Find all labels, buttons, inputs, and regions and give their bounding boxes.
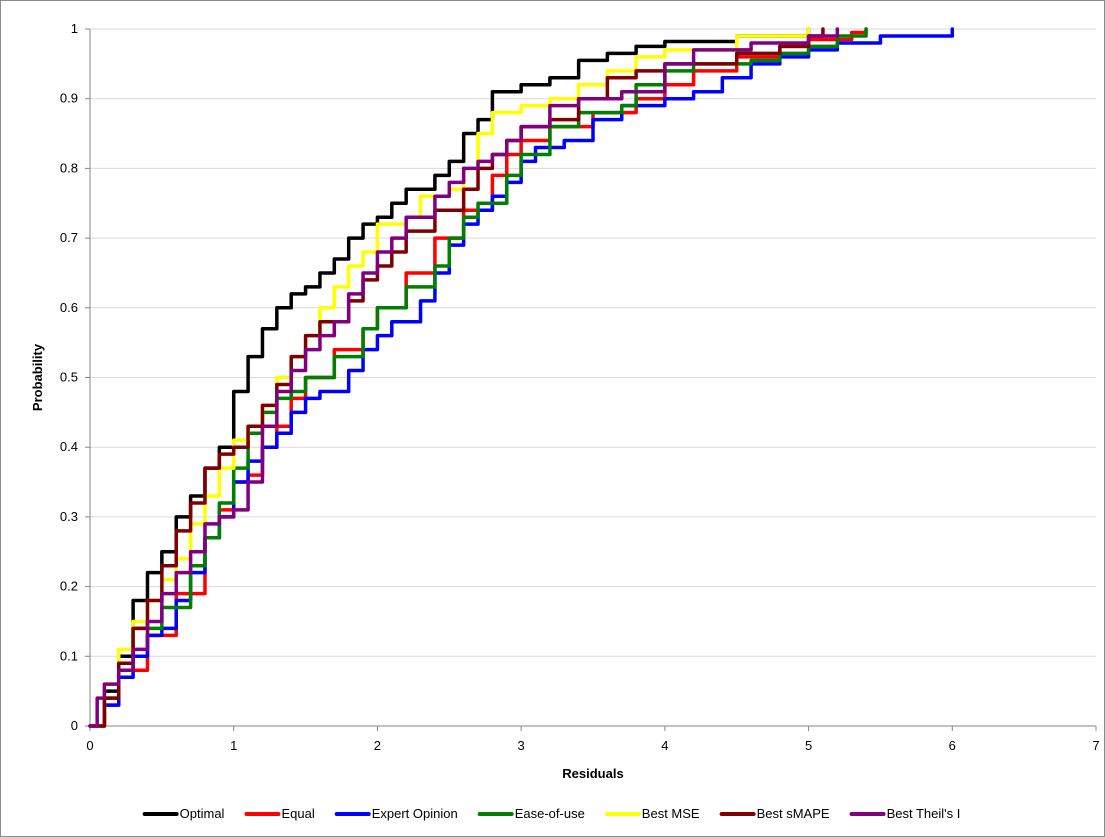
y-tick-label: 0.2 [60,579,78,594]
y-tick-label: 0 [71,718,78,733]
y-axis-ticks: 0 0.1 0.2 0.3 0.4 0.5 0.6 0.7 0.8 0.9 1 [60,21,90,733]
y-tick-label: 0.9 [60,91,78,106]
x-axis-ticks: 0 1 2 3 4 5 6 7 [86,726,1100,753]
series-line-3 [88,27,868,728]
x-tick-label: 2 [374,738,381,753]
y-axis-title: Probability [30,343,45,411]
legend-label-3: Ease-of-use [515,806,585,821]
y-tick-label: 0.1 [60,648,78,663]
x-tick-label: 5 [805,738,812,753]
series-lines [88,27,955,728]
y-tick-label: 0.3 [60,509,78,524]
legend-label-4: Best MSE [642,806,700,821]
y-tick-label: 0.6 [60,300,78,315]
x-tick-label: 0 [86,738,93,753]
x-tick-label: 4 [661,738,668,753]
y-tick-label: 0.5 [60,370,78,385]
y-tick-label: 0.4 [60,439,78,454]
series-line-0 [88,27,811,728]
x-tick-label: 6 [949,738,956,753]
x-axis-title: Residuals [562,766,623,781]
y-tick-label: 0.7 [60,230,78,245]
x-tick-label: 3 [518,738,525,753]
y-tick-label: 1 [71,21,78,36]
legend-label-6: Best Theil's I [887,806,961,821]
x-tick-label: 7 [1092,738,1099,753]
legend: Optimal Equal Expert Opinion Ease-of-use Bes… [142,806,961,821]
series-line-6 [88,27,840,728]
legend-label-1: Equal [281,806,314,821]
legend-label-2: Expert Opinion [372,806,458,821]
x-tick-label: 1 [230,738,237,753]
legend-label-5: Best sMAPE [757,806,830,821]
legend-label-0: Optimal [180,806,225,821]
y-tick-label: 0.8 [60,160,78,175]
